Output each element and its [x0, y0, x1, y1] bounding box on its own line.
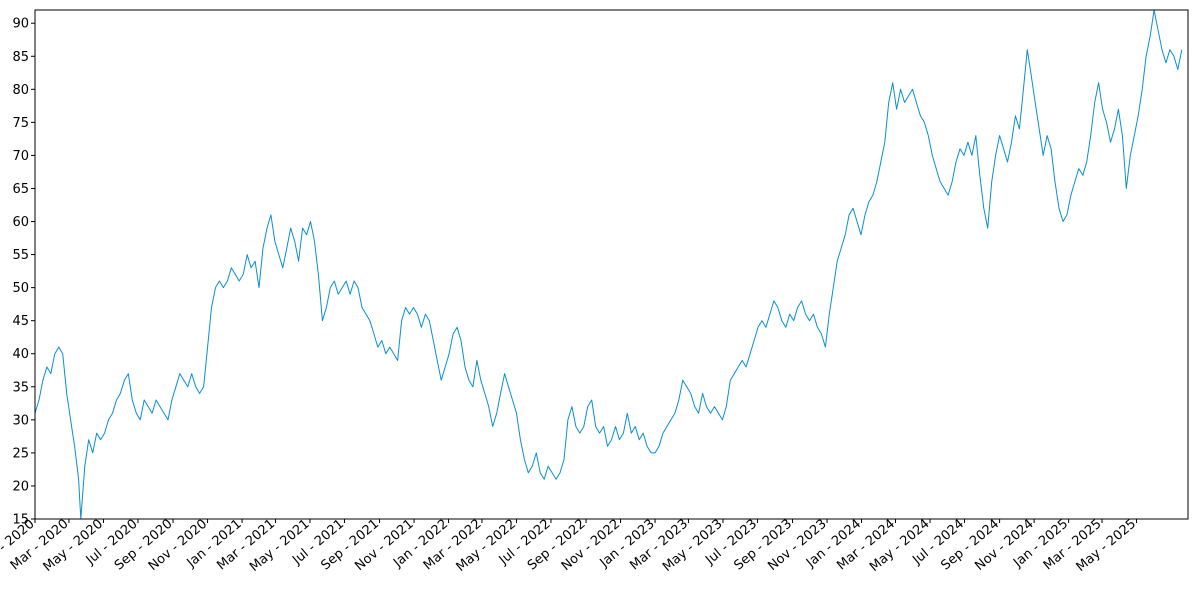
plot-frame — [34, 9, 1189, 520]
y-tick-label: 70 — [12, 149, 29, 164]
y-tick-label: 50 — [12, 281, 29, 296]
y-tick-label: 85 — [12, 50, 29, 65]
y-tick-label: 55 — [12, 248, 29, 263]
y-tick-label: 80 — [12, 83, 29, 98]
series-line-0 — [35, 10, 1183, 519]
y-tick-label: 65 — [12, 182, 29, 197]
y-axis: 15 20 25 30 35 40 45 50 55 60 65 70 75 80 85 90 — [12, 17, 35, 528]
y-tick-label: 60 — [12, 215, 29, 230]
y-tick-label: 20 — [12, 479, 29, 494]
plot-area — [35, 10, 1183, 519]
y-tick-label: 25 — [12, 446, 29, 461]
y-tick-label: 45 — [12, 314, 29, 329]
y-tick-label: 15 — [12, 513, 29, 528]
y-tick-label: 90 — [12, 17, 29, 32]
y-tick-label: 35 — [12, 380, 29, 395]
y-tick-label: 30 — [12, 413, 29, 428]
y-tick-label: 40 — [12, 347, 29, 362]
y-tick-label: 75 — [12, 116, 29, 131]
